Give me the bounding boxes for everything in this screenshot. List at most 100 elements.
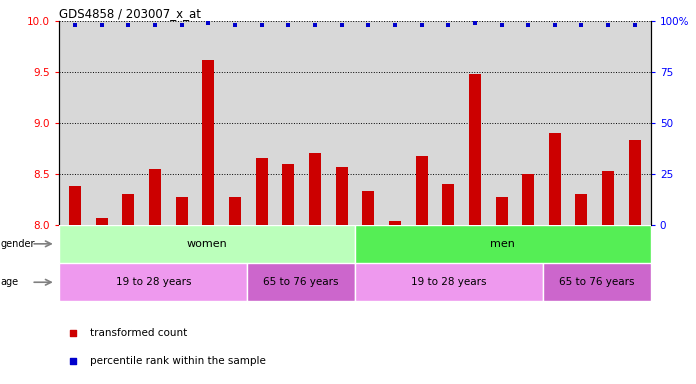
Text: GSM948644: GSM948644 — [632, 227, 638, 270]
Text: GSM948626: GSM948626 — [152, 227, 158, 270]
Point — [176, 22, 187, 28]
Text: GSM948624: GSM948624 — [99, 227, 105, 270]
Bar — [142, 225, 168, 259]
Bar — [301, 225, 329, 259]
Bar — [229, 197, 241, 225]
Point — [336, 22, 347, 28]
Text: GSM948635: GSM948635 — [498, 227, 505, 270]
Bar — [195, 225, 222, 259]
Text: percentile rank within the sample: percentile rank within the sample — [90, 356, 267, 366]
Bar — [275, 225, 301, 259]
Point — [283, 22, 294, 28]
Bar — [363, 191, 374, 225]
Bar — [222, 225, 248, 259]
Point — [310, 22, 321, 28]
Point — [523, 22, 534, 28]
Point — [68, 330, 79, 336]
Text: GSM948623: GSM948623 — [72, 227, 78, 270]
Bar — [389, 220, 401, 225]
Text: men: men — [491, 239, 515, 249]
Bar — [309, 154, 321, 225]
Bar — [247, 263, 355, 301]
Text: GSM948625: GSM948625 — [125, 227, 132, 270]
Bar — [543, 263, 651, 301]
Text: GSM948643: GSM948643 — [605, 227, 611, 270]
Bar — [176, 197, 188, 225]
Point — [363, 22, 374, 28]
Text: GDS4858 / 203007_x_at: GDS4858 / 203007_x_at — [59, 7, 201, 20]
Text: GSM948634: GSM948634 — [472, 227, 478, 270]
Bar — [248, 225, 275, 259]
Bar — [461, 225, 488, 259]
Text: GSM948631: GSM948631 — [392, 227, 398, 270]
Bar — [255, 159, 268, 225]
Text: GSM948630: GSM948630 — [365, 227, 371, 270]
Bar — [96, 217, 108, 225]
Point — [576, 22, 587, 28]
Point — [123, 22, 134, 28]
Text: 19 to 28 years: 19 to 28 years — [116, 277, 191, 287]
Bar — [602, 171, 614, 225]
Bar — [515, 225, 541, 259]
Bar — [69, 186, 81, 225]
Point — [443, 22, 454, 28]
Bar — [329, 225, 355, 259]
Text: women: women — [187, 239, 228, 249]
Bar — [595, 225, 622, 259]
Bar — [576, 194, 587, 225]
Bar — [168, 225, 195, 259]
Point — [256, 22, 267, 28]
Text: 65 to 76 years: 65 to 76 years — [559, 277, 635, 287]
Text: GSM948642: GSM948642 — [578, 227, 585, 270]
Bar — [355, 263, 543, 301]
Text: GSM948638: GSM948638 — [285, 227, 292, 270]
Text: GSM948636: GSM948636 — [525, 227, 531, 270]
Bar — [549, 133, 561, 225]
Point — [389, 22, 400, 28]
Bar — [355, 225, 381, 259]
Bar — [469, 74, 481, 225]
Bar — [416, 156, 427, 225]
Text: gender: gender — [1, 239, 35, 249]
Bar — [622, 225, 648, 259]
Bar — [496, 197, 507, 225]
Text: GSM948639: GSM948639 — [312, 227, 318, 270]
Bar — [435, 225, 461, 259]
Point — [603, 22, 614, 28]
Bar — [283, 164, 294, 225]
Point — [416, 22, 427, 28]
Point — [469, 20, 480, 26]
Bar — [568, 225, 595, 259]
Bar — [381, 225, 409, 259]
Bar — [541, 225, 568, 259]
Bar — [335, 167, 347, 225]
Point — [96, 22, 107, 28]
Bar — [115, 225, 142, 259]
Text: GSM948641: GSM948641 — [552, 227, 557, 270]
Bar — [59, 263, 247, 301]
Text: GSM948627: GSM948627 — [179, 227, 184, 270]
Point — [230, 22, 241, 28]
Text: GSM948628: GSM948628 — [205, 227, 212, 270]
Bar — [122, 194, 134, 225]
Text: GSM948640: GSM948640 — [339, 227, 345, 270]
Text: GSM948637: GSM948637 — [259, 227, 264, 270]
Point — [496, 22, 507, 28]
Bar — [203, 60, 214, 225]
Text: transformed count: transformed count — [90, 328, 188, 338]
Text: 65 to 76 years: 65 to 76 years — [263, 277, 339, 287]
Bar — [149, 169, 161, 225]
Point — [203, 20, 214, 26]
Bar — [628, 140, 641, 225]
Point — [549, 22, 560, 28]
Bar — [409, 225, 435, 259]
Point — [70, 22, 81, 28]
Bar — [488, 225, 515, 259]
Text: 19 to 28 years: 19 to 28 years — [411, 277, 487, 287]
Point — [629, 22, 640, 28]
Bar — [59, 225, 355, 263]
Bar — [355, 225, 651, 263]
Bar — [442, 184, 454, 225]
Point — [68, 358, 79, 364]
Text: GSM948629: GSM948629 — [232, 227, 238, 270]
